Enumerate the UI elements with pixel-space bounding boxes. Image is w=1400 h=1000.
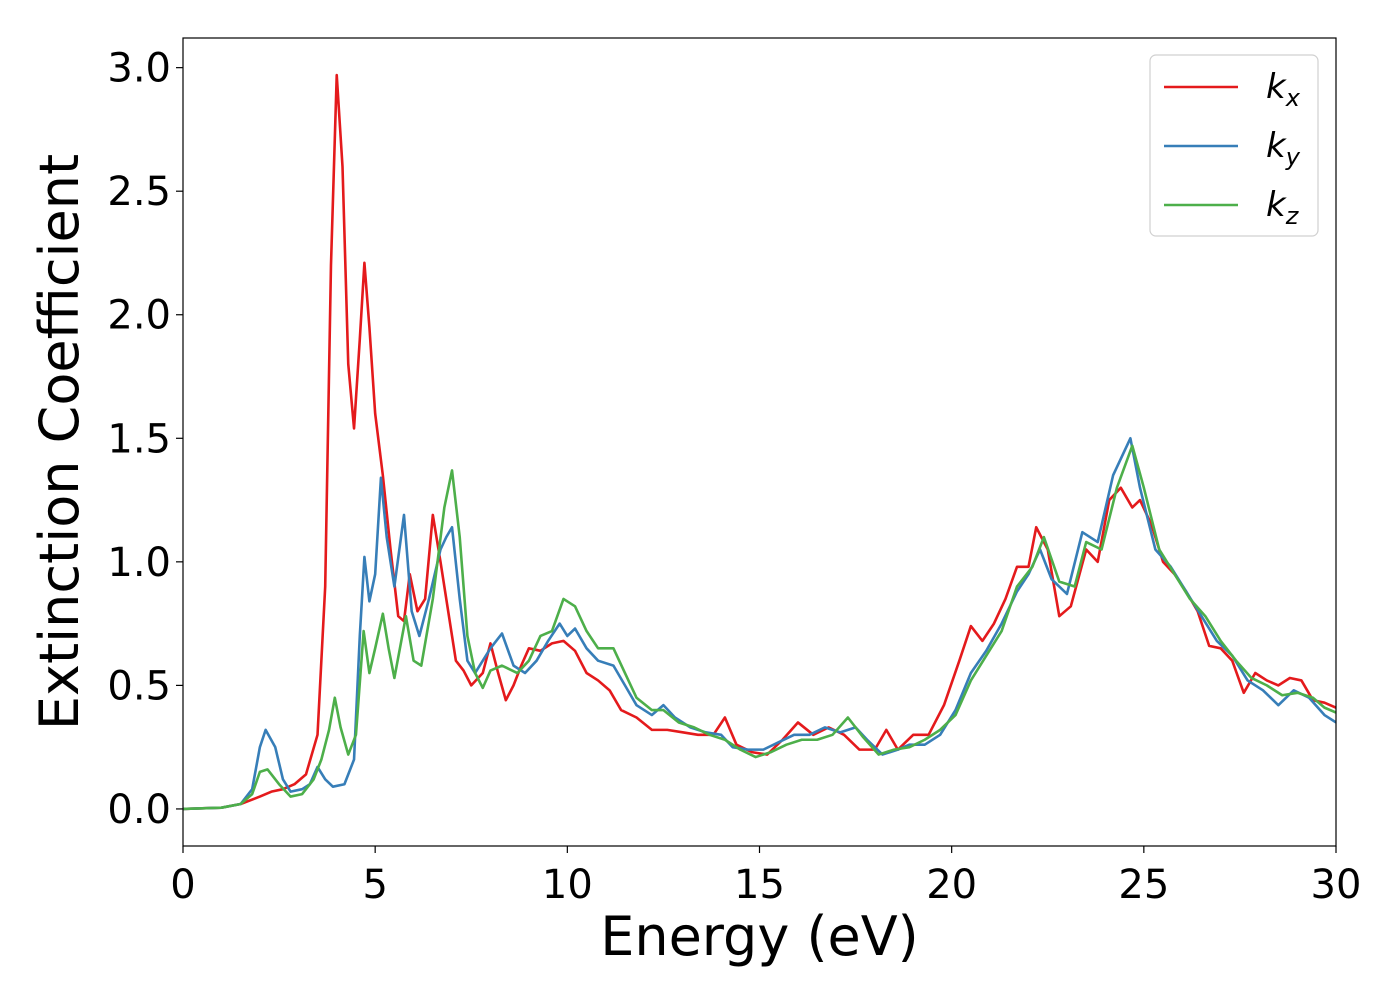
x-tick-label: 30 bbox=[1311, 862, 1362, 908]
x-tick-label: 15 bbox=[734, 862, 785, 908]
y-tick-label: 1.5 bbox=[107, 416, 171, 462]
y-tick-label: 3.0 bbox=[107, 46, 171, 92]
series-layer bbox=[183, 73, 1336, 811]
x-tick-label: 5 bbox=[362, 862, 387, 908]
y-tick-label: 1.0 bbox=[107, 540, 171, 586]
y-axis-title: Extinction Coefficient bbox=[28, 154, 91, 730]
y-tick-label: 0.5 bbox=[107, 663, 171, 709]
x-tick-label: 25 bbox=[1118, 862, 1169, 908]
x-tick-label: 10 bbox=[542, 862, 593, 908]
y-tick-label: 2.5 bbox=[107, 169, 171, 215]
ticks-layer: 0 5 10 15 20 25 30 0.0 0.5 1.0 1.5 2.0 2.5 3.0 bbox=[107, 46, 1361, 908]
series-line-ky bbox=[183, 436, 1336, 811]
y-tick-label: 2.0 bbox=[107, 293, 171, 339]
y-tick-label: 0.0 bbox=[107, 787, 171, 833]
x-tick-label: 0 bbox=[170, 862, 195, 908]
x-tick-label: 20 bbox=[926, 862, 977, 908]
legend-label-kz: kz bbox=[1266, 185, 1300, 230]
legend: kx ky kz bbox=[1149, 54, 1319, 237]
series-line-kx bbox=[183, 73, 1336, 811]
x-axis-title: Energy (eV) bbox=[600, 905, 919, 968]
legend-label-ky: ky bbox=[1266, 126, 1301, 171]
legend-label-kx: kx bbox=[1266, 67, 1301, 112]
series-line-kz bbox=[183, 444, 1336, 811]
